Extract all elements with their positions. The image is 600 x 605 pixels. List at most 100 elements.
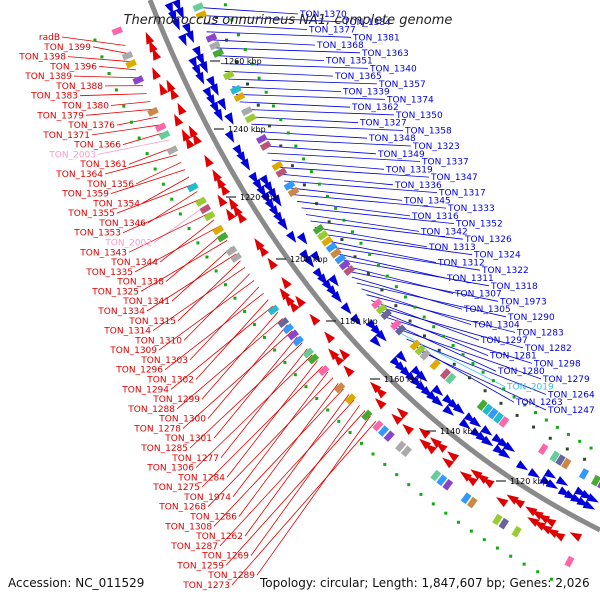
gc-dot bbox=[315, 202, 318, 205]
gene-label[interactable]: TON_1341 bbox=[122, 297, 170, 307]
gene-label[interactable]: TON_1308 bbox=[164, 522, 212, 532]
gene-feature-block bbox=[195, 197, 207, 207]
gene-label[interactable]: TON_1383 bbox=[30, 92, 78, 102]
gene-label[interactable]: TON_1364 bbox=[55, 170, 103, 180]
gene-label[interactable]: TON_1359 bbox=[61, 190, 109, 200]
gc-dot bbox=[442, 335, 445, 338]
gene-label[interactable]: TON_1349 bbox=[377, 150, 425, 160]
gene-label[interactable]: TON_1388 bbox=[55, 82, 103, 92]
gene-label[interactable]: TON_1974 bbox=[183, 493, 231, 503]
leader-line bbox=[232, 421, 376, 585]
gene-label[interactable]: TON_1289 bbox=[207, 571, 255, 581]
gene-label[interactable]: TON_1284 bbox=[177, 473, 225, 483]
gene-label[interactable]: TON_1344 bbox=[110, 258, 158, 268]
gene-label[interactable]: TON_1280 bbox=[497, 367, 545, 377]
gene-label[interactable]: TON_1334 bbox=[97, 307, 145, 317]
gc-dot bbox=[233, 297, 236, 300]
gene-label[interactable]: TON_1288 bbox=[127, 405, 175, 415]
gene-label[interactable]: TON_1353 bbox=[73, 229, 121, 239]
gc-dot bbox=[246, 82, 249, 85]
gene-label[interactable]: TON_1368 bbox=[316, 41, 364, 51]
gene-label[interactable]: TON_1297 bbox=[480, 336, 528, 346]
gene-label[interactable]: TON_1319 bbox=[385, 165, 433, 175]
gene-label[interactable]: TON_1325 bbox=[91, 287, 139, 297]
gene-label[interactable]: TON_1296 bbox=[115, 366, 163, 376]
gene-label[interactable]: TON_1307 bbox=[454, 290, 502, 300]
gene-feature-block bbox=[147, 107, 159, 117]
gene-label[interactable]: TON_1365 bbox=[334, 72, 382, 82]
gene-label[interactable]: TON_1351 bbox=[325, 57, 373, 67]
gene-label[interactable]: TON_1336 bbox=[394, 181, 442, 191]
gene-label[interactable]: TON_1273 bbox=[182, 581, 230, 591]
gene-label[interactable]: TON_1314 bbox=[103, 327, 151, 337]
gene-label[interactable]: TON_1294 bbox=[121, 385, 169, 395]
gene-label[interactable]: TON_1247 bbox=[547, 406, 595, 416]
gene-label[interactable]: TON_1304 bbox=[472, 321, 520, 331]
gene-label[interactable]: TON_1348 bbox=[368, 134, 416, 144]
gene-label[interactable]: TON_1285 bbox=[140, 444, 188, 454]
gene-label[interactable]: TON_1398 bbox=[18, 53, 66, 63]
gene-label[interactable]: TON_1269 bbox=[201, 552, 249, 562]
gene-label[interactable]: TON_1379 bbox=[36, 111, 84, 121]
gene-label[interactable]: TON_1301 bbox=[164, 434, 212, 444]
gene-label[interactable]: TON_1309 bbox=[109, 346, 157, 356]
gc-dot bbox=[566, 448, 569, 451]
gc-dot bbox=[244, 48, 247, 51]
gene-label[interactable]: TON_1300 bbox=[158, 415, 206, 425]
gene-label[interactable]: TON_1311 bbox=[446, 274, 494, 284]
gene-label[interactable]: TON_1316 bbox=[411, 212, 459, 222]
gc-dot bbox=[372, 452, 375, 455]
gene-label[interactable]: TON_1362 bbox=[351, 103, 399, 113]
gene-label[interactable]: TON_1310 bbox=[134, 336, 182, 346]
gene-label[interactable]: TON_1312 bbox=[437, 259, 485, 269]
gene-label[interactable]: TON_1281 bbox=[489, 352, 537, 362]
gene-label[interactable]: TON_1315 bbox=[128, 317, 176, 327]
gene-label[interactable]: TON_1259 bbox=[176, 561, 224, 571]
gene-label[interactable]: TON_1327 bbox=[359, 119, 407, 129]
gc-dot bbox=[413, 306, 416, 309]
gene-label[interactable]: TON_1380 bbox=[61, 102, 109, 112]
gene-label[interactable]: TON_1302 bbox=[146, 376, 194, 386]
gene-label[interactable]: TON_1346 bbox=[98, 219, 146, 229]
gene-label[interactable]: TON_1287 bbox=[170, 542, 218, 552]
gene-label[interactable]: TON_1306 bbox=[146, 464, 194, 474]
gene-label[interactable]: TON_1371 bbox=[42, 131, 90, 141]
leader-line bbox=[196, 355, 312, 468]
gc-dot bbox=[328, 220, 331, 223]
gene-label[interactable]: TON_1399 bbox=[43, 43, 91, 53]
gene-label[interactable]: TON_1313 bbox=[428, 243, 476, 253]
gene-label[interactable]: TON_1396 bbox=[49, 62, 97, 72]
gene-label[interactable]: TON_1343 bbox=[79, 248, 127, 258]
gene-label[interactable]: TON_1335 bbox=[85, 268, 133, 278]
gc-dot bbox=[122, 105, 125, 108]
gene-label[interactable]: TON_1342 bbox=[420, 227, 468, 237]
gene-label[interactable]: TON_1275 bbox=[152, 483, 200, 493]
gene-label[interactable]: TON_1355 bbox=[67, 209, 115, 219]
gene-label[interactable]: radB bbox=[39, 33, 60, 43]
gene-label[interactable]: TON_1389 bbox=[24, 72, 72, 82]
gene-label[interactable]: TON_1262 bbox=[195, 532, 243, 542]
gene-label[interactable]: TON_1361 bbox=[79, 160, 127, 170]
gene-label[interactable]: TON_1278 bbox=[133, 424, 181, 434]
gene-label[interactable]: TON_1268 bbox=[158, 503, 206, 513]
gene-feature-block bbox=[334, 382, 345, 393]
gene-label[interactable]: TON_1354 bbox=[92, 199, 140, 209]
gene-label[interactable]: TON_1345 bbox=[403, 196, 451, 206]
gene-label[interactable]: TON_1277 bbox=[171, 454, 219, 464]
reverse-gene-arrow bbox=[419, 428, 431, 439]
gene-label[interactable]: TON_1376 bbox=[67, 121, 115, 131]
gene-label[interactable]: TON_1286 bbox=[189, 513, 237, 523]
gene-label[interactable]: TON_2003 bbox=[48, 150, 96, 160]
gc-dot bbox=[283, 361, 286, 364]
gene-label[interactable]: TON_1305 bbox=[463, 305, 511, 315]
gene-label[interactable]: TON_2019 bbox=[506, 383, 554, 393]
gene-label[interactable]: TON_1303 bbox=[140, 356, 188, 366]
gene-label[interactable]: TON_1356 bbox=[86, 180, 134, 190]
gc-dot bbox=[534, 411, 537, 414]
gene-label[interactable]: TON_2002 bbox=[104, 239, 152, 249]
gene-label[interactable]: TON_1338 bbox=[116, 278, 164, 288]
gene-label[interactable]: TON_1366 bbox=[73, 141, 121, 151]
gc-dot bbox=[93, 39, 96, 42]
gene-label[interactable]: TON_1299 bbox=[152, 395, 200, 405]
gene-label[interactable]: TON_1339 bbox=[342, 88, 390, 98]
